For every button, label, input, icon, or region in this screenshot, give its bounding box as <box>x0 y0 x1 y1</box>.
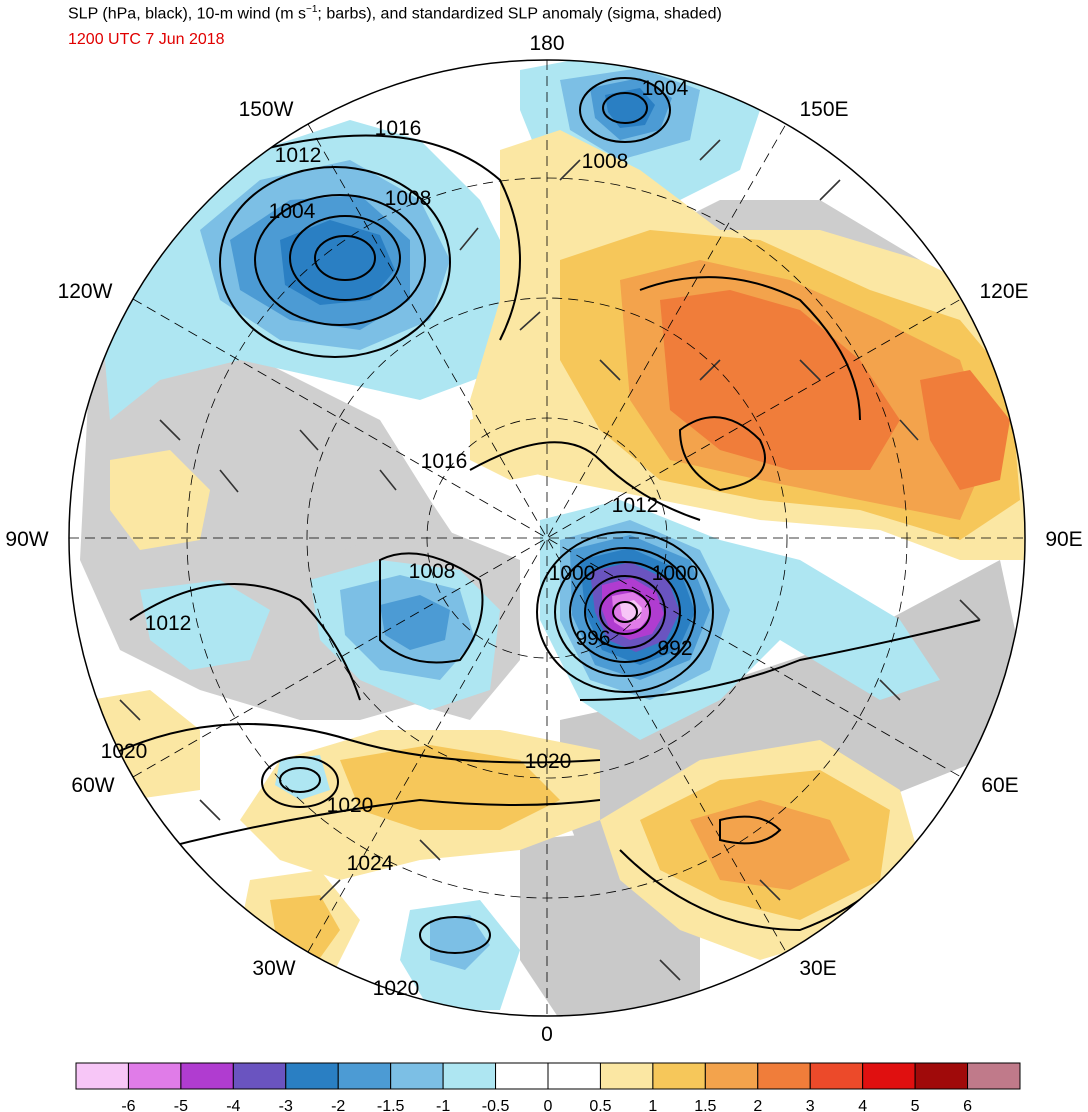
isobar-label: 1008 <box>385 187 432 210</box>
colorbar-swatch <box>180 1062 234 1090</box>
isobar-label: 1000 <box>652 562 699 585</box>
isobar-label: 1004 <box>269 200 316 223</box>
isobar-label: 1012 <box>275 144 322 167</box>
colorbar-tick-label: -5 <box>174 1098 188 1112</box>
colorbar-swatch <box>127 1062 182 1090</box>
isobar-label: 1016 <box>421 450 468 473</box>
isobar-label: 1004 <box>642 77 689 100</box>
longitude-label: 120E <box>979 280 1028 303</box>
colorbar-tick-label: 0 <box>544 1098 553 1112</box>
longitude-label: 60E <box>981 774 1018 797</box>
valid-time: 1200 UTC 7 Jun 2018 <box>68 31 225 48</box>
isobar-label: 1020 <box>101 740 148 763</box>
colorbar-swatch <box>652 1062 706 1090</box>
colorbar-tick-label: 1 <box>648 1098 657 1112</box>
map-border <box>68 59 1026 1017</box>
longitude-label: 150E <box>799 98 848 121</box>
graticule <box>69 60 1025 1016</box>
colorbar-tick-label: 6 <box>963 1098 972 1112</box>
colorbar-tick-label: 5 <box>911 1098 920 1112</box>
longitude-label: 150W <box>239 98 294 121</box>
colorbar-swatch <box>337 1062 392 1090</box>
isobar-label: 992 <box>657 637 692 660</box>
colorbar-swatch <box>390 1062 444 1090</box>
colorbar-swatch <box>967 1062 1021 1090</box>
colorbar-swatch <box>75 1062 129 1090</box>
isobar-label: 1020 <box>327 794 374 817</box>
map-title: SLP (hPa, black), 10-m wind (m s−1; barb… <box>68 4 722 23</box>
isobar-label: 1020 <box>525 750 572 773</box>
isobar-label: 1008 <box>582 150 629 173</box>
colorbar-tick-label: 4 <box>858 1098 867 1112</box>
colorbar-tick-label: 0.5 <box>589 1098 611 1112</box>
isobar-label: 1012 <box>612 494 659 517</box>
isobar-label: 1016 <box>375 117 422 140</box>
isobar-label: 996 <box>575 627 610 650</box>
colorbar-tick-label: 3 <box>806 1098 815 1112</box>
longitude-label: 30W <box>252 957 295 980</box>
colorbar-swatch <box>704 1062 759 1090</box>
colorbar-tick-label: -4 <box>226 1098 240 1112</box>
longitude-label: 180 <box>529 32 564 55</box>
colorbar-tick-label: -2 <box>331 1098 345 1112</box>
isobar-label: 1008 <box>409 560 456 583</box>
colorbar-swatch <box>599 1062 654 1090</box>
colorbar-tick-label: -3 <box>279 1098 293 1112</box>
colorbar-swatch <box>914 1062 969 1090</box>
colorbar-swatch <box>809 1062 864 1090</box>
longitude-label: 60W <box>71 774 114 797</box>
isobar-label: 1020 <box>373 977 420 1000</box>
colorbar-swatch <box>547 1062 601 1090</box>
colorbar-tick-label: -1.5 <box>377 1098 405 1112</box>
longitude-label: 120W <box>58 280 113 303</box>
colorbar-tick-label: 2 <box>753 1098 762 1112</box>
colorbar-tick-label: -6 <box>121 1098 135 1112</box>
colorbar-tick-label: 1.5 <box>694 1098 716 1112</box>
colorbar-tick-label: -1 <box>436 1098 450 1112</box>
longitude-label: 30E <box>799 957 836 980</box>
colorbar-swatch <box>232 1062 287 1090</box>
colorbar-swatch <box>495 1062 549 1090</box>
colorbar-swatch <box>442 1062 497 1090</box>
longitude-label: 90W <box>5 528 48 551</box>
anomaly-shading <box>69 60 1025 1016</box>
isobar-label: 1000 <box>549 562 596 585</box>
colorbar: -6 -5 -4 -3 -2 -1.5 -1 -0.5 0 0.5 1 1.5 2 3 4 5 6 <box>75 1062 1021 1112</box>
colorbar-swatch <box>862 1062 916 1090</box>
longitude-label: 90E <box>1045 528 1082 551</box>
colorbar-tick-label: -0.5 <box>482 1098 510 1112</box>
colorbar-swatch <box>757 1062 811 1090</box>
colorbar-swatch <box>285 1062 339 1090</box>
isobar-label: 1012 <box>145 612 192 635</box>
longitude-label: 0 <box>541 1023 553 1046</box>
isobar-label: 1024 <box>347 852 394 875</box>
